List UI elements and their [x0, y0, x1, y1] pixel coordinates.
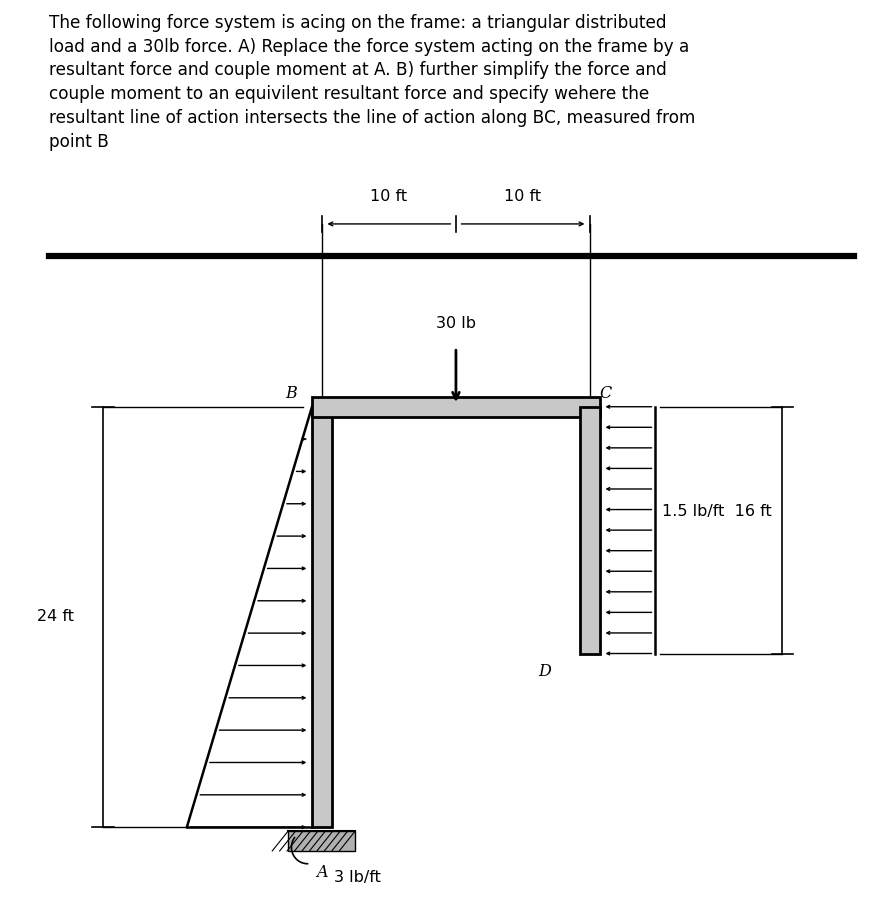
Bar	[288, 831, 356, 851]
Text: 1.5 lb/ft  16 ft: 1.5 lb/ft 16 ft	[662, 505, 772, 519]
Text: C: C	[599, 385, 611, 402]
Text: 10 ft: 10 ft	[370, 189, 408, 204]
Text: 3 lb/ft: 3 lb/ft	[334, 870, 381, 885]
Text: 10 ft: 10 ft	[504, 189, 542, 204]
Text: The following force system is acing on the frame: a triangular distributed
load : The following force system is acing on t…	[49, 14, 696, 151]
Text: D: D	[539, 663, 552, 680]
Text: 30 lb: 30 lb	[436, 316, 476, 331]
Text: A: A	[316, 864, 327, 881]
Bar	[312, 407, 332, 827]
Bar	[580, 407, 600, 654]
Text: 24 ft: 24 ft	[38, 610, 74, 624]
Bar	[312, 397, 600, 417]
Text: B: B	[285, 385, 297, 402]
